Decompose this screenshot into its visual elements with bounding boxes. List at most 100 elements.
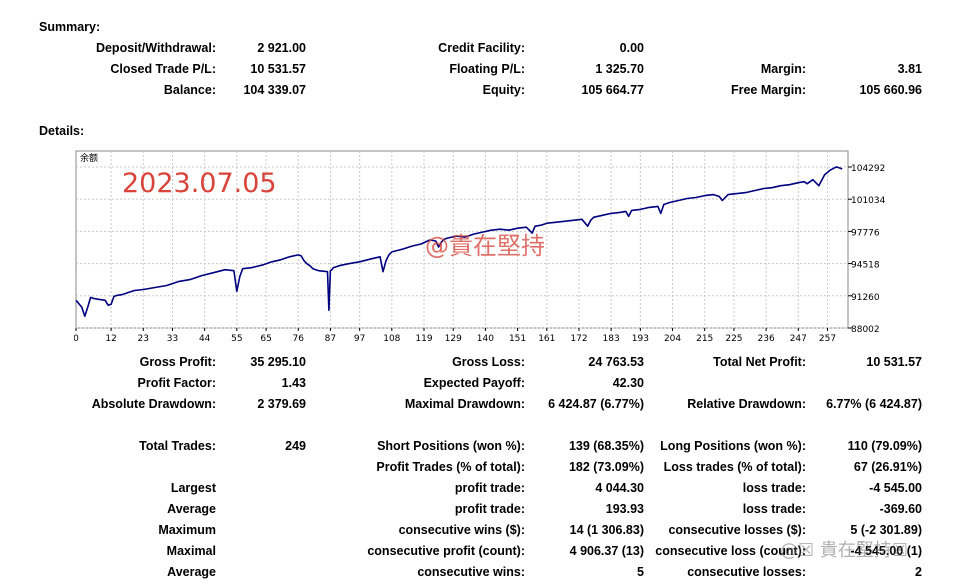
summary-value: 2 921.00 [257, 41, 306, 55]
stat-label: consecutive losses ($): [668, 523, 806, 537]
summary-label: Floating P/L: [449, 62, 525, 76]
chart-xtick-label: 65 [260, 334, 271, 344]
stat-label: Total Trades: [139, 439, 216, 453]
stat-label: Profit Trades (% of total): [376, 460, 525, 474]
stat-label: consecutive profit (count): [367, 544, 525, 558]
summary-label: Credit Facility: [438, 41, 525, 55]
stat-value: 10 531.57 [866, 355, 922, 369]
details-heading: Details: [39, 124, 85, 138]
stat-value: 42.30 [612, 376, 644, 390]
stat-value: 182 (73.09%) [568, 460, 644, 474]
stat-value: 249 [285, 439, 306, 453]
chart-ytick-label: 91260 [851, 293, 880, 303]
chart-xtick-label: 151 [509, 334, 526, 344]
stat-value: 14 (1 306.83) [569, 523, 644, 537]
stat-label: profit trade: [454, 502, 525, 516]
stat-value: 5 [637, 565, 644, 579]
summary-value: 10 531.57 [250, 62, 306, 76]
stat-label: Gross Loss: [452, 355, 525, 369]
chart-xtick-label: 55 [231, 334, 242, 344]
summary-label: Closed Trade P/L: [110, 62, 216, 76]
chart-ytick-label: 88002 [851, 325, 880, 335]
chart-xtick-label: 204 [664, 334, 681, 344]
chart-xtick-label: 119 [415, 334, 432, 344]
chart-xtick-label: 33 [167, 334, 178, 344]
stat-label: Relative Drawdown: [687, 397, 806, 411]
chart-xtick-label: 108 [383, 334, 400, 344]
chart-xtick-label: 183 [603, 334, 620, 344]
stat-label: Short Positions (won %): [377, 439, 525, 453]
stat-label: profit trade: [454, 481, 525, 495]
chart-xtick-label: 161 [538, 334, 555, 344]
chart-xtick-label: 44 [199, 334, 211, 344]
stat-value: -4 545.00 (1) [850, 544, 922, 558]
summary-label: Balance: [163, 83, 216, 97]
summary-heading: Summary: [39, 20, 101, 34]
stat-value: 67 (26.91%) [853, 460, 922, 474]
stat-value: 35 295.10 [250, 355, 306, 369]
chart-ytick-label: 101034 [851, 196, 886, 206]
chart-ytick-label: 94518 [851, 261, 880, 271]
stat-value: 6 424.87 (6.77%) [548, 397, 644, 411]
summary-value: 104 339.07 [243, 83, 306, 97]
chart-xtick-label: 76 [293, 334, 305, 344]
stat-label: Average [167, 502, 216, 516]
stat-label: Absolute Drawdown: [91, 397, 216, 411]
chart-ytick-label: 104292 [851, 164, 885, 174]
chart-series-line [75, 166, 843, 317]
stat-value: 6.77% (6 424.87) [826, 397, 922, 411]
stat-label: consecutive loss (count): [655, 544, 806, 558]
summary-value: 105 664.77 [581, 83, 644, 97]
stat-label: Long Positions (won %): [660, 439, 806, 453]
stat-label: Expected Payoff: [423, 376, 525, 390]
stat-label: Total Net Profit: [713, 355, 806, 369]
stat-value: 193.93 [605, 502, 644, 516]
summary-label: Deposit/Withdrawal: [95, 41, 216, 55]
stat-value: 4 906.37 (13) [569, 544, 644, 558]
balance-chart-svg: 104292 101034 97776 94518 91260 88002 0 12 23 33 4… [74, 150, 886, 344]
chart-xtick-label: 257 [819, 334, 836, 344]
stat-value: 4 044.30 [595, 481, 644, 495]
chart-ytick-label: 97776 [851, 228, 880, 238]
stat-value: 2 379.69 [257, 397, 306, 411]
stat-label: consecutive wins ($): [398, 523, 525, 537]
stat-value: 2 [915, 565, 922, 579]
stat-label: loss trade: [742, 481, 806, 495]
stat-label: Maximum [158, 523, 216, 537]
stat-label: Loss trades (% of total): [663, 460, 806, 474]
stat-value: -4 545.00 [869, 481, 922, 495]
summary-value: 0.00 [619, 41, 644, 55]
chart-xtick-label: 140 [477, 334, 494, 344]
chart-xtick-label: 12 [105, 334, 116, 344]
date-watermark: 2023.07.05 [122, 168, 277, 199]
chart-xtick-label: 236 [758, 334, 775, 344]
summary-label: Equity: [482, 83, 525, 97]
summary-value: 3.81 [897, 62, 922, 76]
chart-xtick-label: 0 [74, 334, 79, 344]
stat-value: 5 (-2 301.89) [850, 523, 922, 537]
balance-chart: 104292 101034 97776 94518 91260 88002 0 12 23 33 4… [74, 150, 954, 345]
stat-label: consecutive wins: [417, 565, 525, 579]
chart-xtick-label: 172 [570, 334, 587, 344]
summary-value: 1 325.70 [595, 62, 644, 76]
chart-xtick-label: 247 [790, 334, 807, 344]
stat-value: -369.60 [879, 502, 922, 516]
stat-label: Average [167, 565, 216, 579]
stat-label: Profit Factor: [137, 376, 216, 390]
chart-xtick-label: 87 [325, 334, 336, 344]
chart-xtick-label: 129 [445, 334, 462, 344]
stat-value: 110 (79.09%) [847, 439, 922, 453]
handle-watermark: @貴在堅持 [425, 232, 545, 260]
stat-label: Gross Profit: [139, 355, 216, 369]
corner-watermark: @☒ 貴在堅持☒ [780, 540, 908, 561]
chart-xtick-label: 215 [696, 334, 713, 344]
chart-xtick-label: 225 [725, 334, 742, 344]
summary-value: 105 660.96 [859, 83, 922, 97]
stat-label: loss trade: [742, 502, 806, 516]
chart-title: 余额 [80, 152, 98, 164]
summary-label: Free Margin: [730, 83, 806, 97]
chart-xtick-label: 97 [354, 334, 365, 344]
stat-label: consecutive losses: [687, 565, 806, 579]
stat-label: Largest [170, 481, 216, 495]
chart-xtick-label: 193 [632, 334, 649, 344]
